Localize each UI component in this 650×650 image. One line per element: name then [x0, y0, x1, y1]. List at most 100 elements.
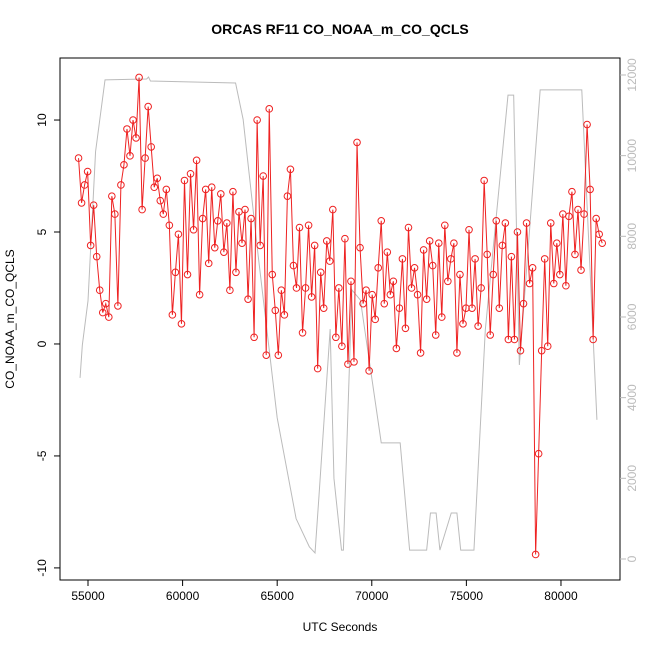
data-point [268, 270, 277, 279]
data-point [431, 331, 440, 339]
y-tick-label: 10 [35, 113, 49, 127]
data-point [265, 105, 274, 113]
data-point [313, 364, 322, 373]
y-tick-label: -5 [35, 450, 49, 461]
data-point [329, 205, 337, 214]
data-point [283, 192, 292, 200]
data-point [447, 255, 455, 263]
data-line [79, 76, 598, 555]
data-point [322, 237, 331, 245]
y-tick-label: 5 [35, 228, 49, 235]
data-point [353, 138, 361, 147]
data-point [74, 154, 83, 162]
plot-frame [59, 57, 621, 581]
data-point [168, 311, 177, 319]
data-point [177, 320, 186, 328]
data-point [135, 73, 143, 82]
data-point [546, 219, 555, 227]
data-point [507, 252, 516, 261]
data-point [450, 239, 458, 247]
data-point [274, 351, 283, 359]
y2-tick-label: 0 [625, 555, 639, 562]
data-point [95, 286, 104, 295]
data-point [319, 304, 328, 312]
data-point [108, 192, 116, 200]
data-point [380, 299, 389, 308]
data-point [522, 219, 531, 227]
data-point [289, 261, 298, 270]
data-point [92, 252, 101, 261]
data-point [471, 255, 479, 263]
data-point [292, 284, 301, 292]
data-point [229, 187, 237, 196]
data-point [586, 185, 594, 194]
data-point [428, 261, 437, 270]
data-point [498, 241, 507, 250]
data-point [553, 239, 561, 247]
data-point [389, 277, 398, 286]
data-point [356, 243, 364, 252]
data-point [592, 214, 600, 223]
data-point [241, 205, 249, 214]
x-tick-label: 55000 [71, 589, 105, 603]
data-point [307, 293, 316, 301]
data-point [562, 281, 570, 290]
data-point [271, 306, 280, 315]
data-point [213, 217, 222, 225]
data-point [262, 351, 271, 359]
data-point [156, 196, 165, 205]
data-point [362, 286, 370, 295]
data-point [489, 270, 498, 279]
data-point [565, 212, 573, 221]
data-point [480, 176, 488, 185]
data-point [304, 221, 313, 230]
data-point [253, 116, 261, 124]
data-point [501, 219, 510, 227]
data-point [492, 217, 501, 225]
y-tick-label: 0 [35, 340, 49, 347]
data-point [595, 230, 603, 239]
data-point [120, 161, 128, 169]
data-point [568, 187, 576, 196]
data-point [434, 239, 443, 247]
data-point [141, 154, 149, 162]
data-point [310, 241, 319, 250]
data-point [83, 167, 92, 176]
data-point [247, 214, 255, 223]
data-point [335, 284, 343, 292]
data-point [325, 257, 334, 265]
data-point [395, 304, 404, 312]
data-point [419, 246, 428, 254]
data-point [392, 344, 401, 353]
data-point [259, 172, 267, 180]
data-point [540, 255, 549, 263]
data-point [341, 234, 349, 243]
data-point [510, 335, 519, 344]
data-point [377, 217, 386, 225]
data-point [549, 279, 558, 288]
data-point [126, 152, 134, 160]
data-point [571, 250, 579, 259]
data-point [286, 165, 295, 174]
data-point [425, 237, 434, 245]
data-point [150, 183, 159, 192]
data-point [132, 134, 140, 142]
data-point [256, 241, 264, 250]
data-point [519, 299, 528, 308]
data-point [144, 102, 152, 111]
data-point [537, 346, 546, 355]
data-point [583, 120, 591, 129]
data-point [359, 299, 367, 308]
data-point [98, 308, 107, 317]
data-point [80, 181, 89, 189]
data-point [465, 225, 473, 234]
x-tick-label: 70000 [355, 589, 389, 603]
data-point [195, 290, 204, 299]
data-point [462, 304, 470, 312]
data-point [207, 183, 216, 192]
data-point [217, 190, 225, 198]
data-point [404, 223, 413, 232]
y2-tick-label: 8000 [625, 223, 639, 250]
x-tick-label: 60000 [166, 589, 200, 603]
data-point [371, 315, 379, 324]
